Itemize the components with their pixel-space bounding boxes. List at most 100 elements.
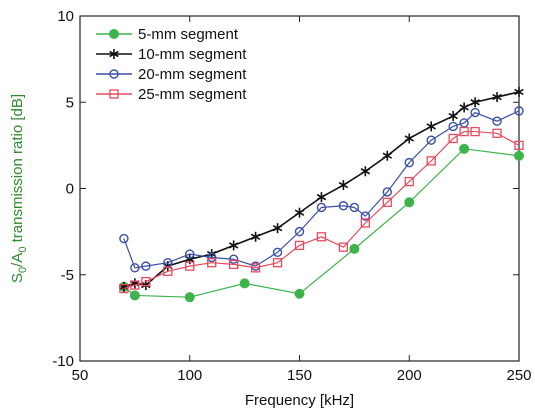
legend-swatch-marker (109, 89, 119, 99)
data-point (404, 133, 414, 144)
legend-label: 10-mm segment (138, 46, 247, 63)
x-axis-label: Frequency [kHz] (245, 392, 354, 409)
data-point (130, 263, 140, 273)
asterisk-stroke (294, 209, 305, 216)
data-point (514, 150, 524, 161)
x-tick-label: 50 (72, 367, 89, 384)
data-point (316, 192, 327, 203)
asterisk-stroke (338, 181, 349, 189)
asterisk-stroke (316, 193, 327, 201)
data-point (514, 86, 524, 97)
legend-label: 20-mm segment (138, 66, 247, 83)
asterisk-stroke (492, 93, 502, 101)
data-point (206, 252, 217, 263)
data-point (404, 197, 415, 208)
asterisk-stroke (514, 88, 524, 96)
y-label-text: S (9, 273, 26, 283)
data-point (448, 133, 458, 144)
series-1 (118, 143, 524, 303)
y-tick-label: 5 (66, 94, 74, 111)
asterisk-stroke (404, 135, 414, 142)
data-point (338, 180, 349, 191)
data-point (470, 107, 480, 118)
y-label-subscript: 0 (17, 247, 29, 253)
data-point (338, 242, 349, 252)
asterisk-stroke (250, 233, 261, 240)
data-point (459, 143, 470, 154)
data-point (349, 202, 360, 213)
data-point (163, 266, 173, 276)
data-point (448, 111, 458, 122)
asterisk-stroke (272, 224, 283, 232)
series-group (118, 86, 524, 303)
x-tick-label: 250 (506, 367, 531, 384)
data-point (272, 258, 283, 268)
asterisk-stroke (109, 50, 119, 58)
data-point (382, 150, 393, 161)
y-label-text: transmission ratio [dB] (9, 94, 26, 247)
y-label-subscript: 0 (17, 267, 29, 273)
data-point (294, 288, 305, 299)
data-point (316, 232, 327, 242)
series-line (123, 130, 520, 290)
data-point (294, 226, 305, 237)
data-point (239, 278, 250, 289)
x-tick-label: 100 (177, 367, 202, 384)
data-point (228, 240, 239, 251)
legend: 5-mm segment 10-mm segment 20-mm segment 25… (96, 26, 247, 103)
series-4 (119, 126, 524, 294)
legend-entry: 5-mm segment (96, 26, 239, 43)
legend-swatch-marker (109, 69, 119, 79)
series-line (123, 110, 520, 269)
data-point (272, 247, 283, 258)
data-point (119, 283, 129, 294)
data-point (448, 121, 458, 132)
y-tick-label: 0 (66, 181, 74, 198)
data-point (360, 211, 371, 221)
asterisk-stroke (382, 152, 393, 159)
asterisk-stroke (459, 104, 469, 111)
legend-entry: 10-mm segment (96, 46, 247, 63)
data-point (185, 249, 195, 259)
data-point (492, 92, 502, 103)
x-tick-label: 150 (287, 367, 312, 384)
legend-label: 5-mm segment (138, 26, 239, 43)
data-point (185, 261, 195, 271)
data-point (250, 263, 261, 273)
asterisk-stroke (448, 112, 458, 120)
data-point (470, 126, 480, 137)
data-point (426, 121, 436, 132)
x-tick-label: 200 (397, 367, 422, 384)
data-point (404, 157, 414, 168)
legend-swatch-marker (109, 49, 119, 59)
data-point (514, 140, 524, 151)
series-line (123, 91, 520, 288)
data-point (459, 102, 469, 113)
legend-entry: 20-mm segment (96, 66, 247, 83)
data-point (470, 97, 480, 108)
y-tick-label: -10 (52, 353, 74, 370)
data-point (141, 261, 151, 271)
data-point (184, 292, 195, 303)
data-point (316, 202, 327, 213)
data-point (459, 126, 469, 137)
data-point (492, 128, 502, 138)
data-point (426, 156, 436, 166)
data-point (130, 280, 140, 290)
data-point (141, 276, 151, 287)
data-point (382, 187, 392, 197)
asterisk-stroke (360, 168, 371, 175)
data-point (360, 218, 371, 228)
data-point (129, 290, 140, 301)
legend-swatch-marker (109, 29, 119, 39)
data-point (426, 135, 436, 145)
y-label-text: /A (9, 253, 26, 267)
asterisk-stroke (228, 242, 239, 249)
data-point (360, 166, 371, 177)
data-point (382, 197, 392, 207)
data-point (272, 223, 283, 234)
data-point (294, 240, 305, 251)
data-point (294, 207, 305, 218)
series-line (123, 148, 520, 298)
